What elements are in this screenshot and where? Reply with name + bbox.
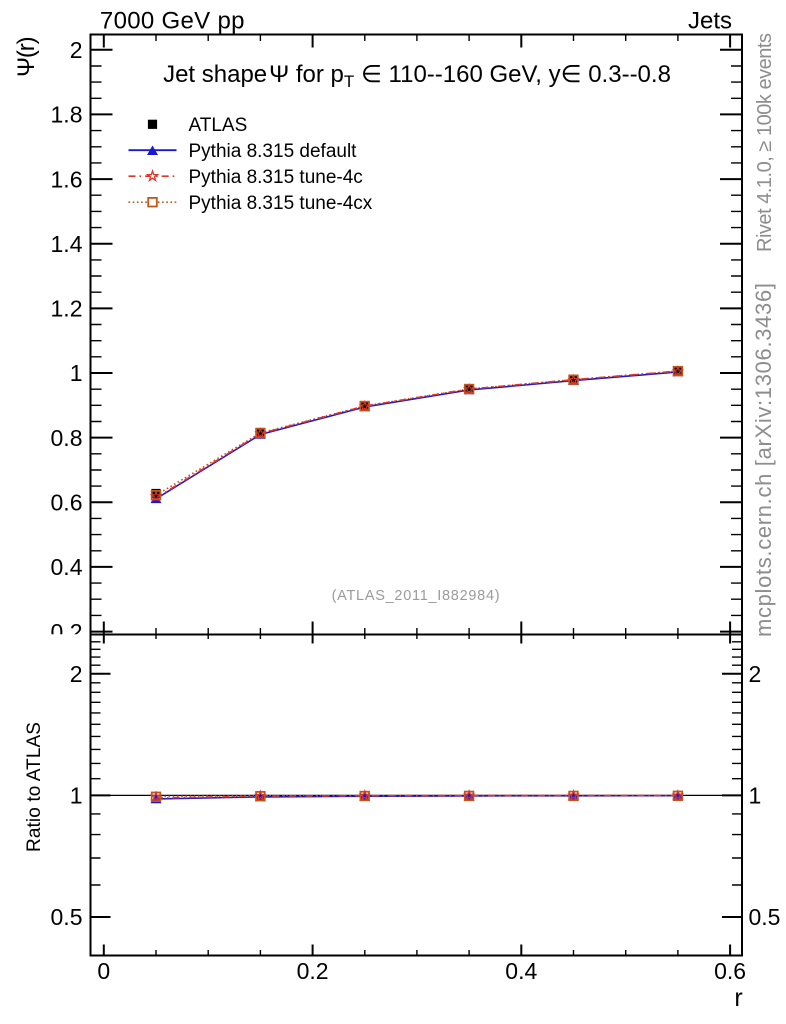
svg-text:1: 1 [70, 360, 83, 386]
svg-text:0.5: 0.5 [749, 904, 781, 930]
svg-text:mcplots.cern.ch [arXiv:1306.34: mcplots.cern.ch [arXiv:1306.3436] [751, 283, 776, 637]
svg-text:0: 0 [97, 958, 110, 984]
svg-text:Pythia 8.315 default: Pythia 8.315 default [189, 141, 358, 162]
svg-text:Jet shape Ψ for pT ∈ 110--160: Jet shape Ψ for pT ∈ 110--160 GeV, y∈ 0.… [163, 61, 671, 91]
svg-text:0.5: 0.5 [51, 904, 83, 930]
svg-text:Ψ(r): Ψ(r) [13, 36, 40, 77]
svg-text:1.6: 1.6 [51, 166, 83, 192]
svg-text:r: r [734, 984, 742, 1012]
svg-text:Ratio to ATLAS: Ratio to ATLAS [24, 722, 45, 852]
svg-text:0.2: 0.2 [51, 619, 83, 645]
svg-text:Pythia 8.315 tune-4cx: Pythia 8.315 tune-4cx [189, 193, 373, 214]
svg-text:0.2: 0.2 [297, 958, 329, 984]
svg-text:0.4: 0.4 [51, 554, 83, 580]
svg-text:ATLAS: ATLAS [189, 115, 248, 136]
svg-text:(ATLAS_2011_I882984): (ATLAS_2011_I882984) [332, 588, 500, 604]
svg-text:1.2: 1.2 [51, 296, 83, 322]
svg-text:Pythia 8.315 tune-4c: Pythia 8.315 tune-4c [189, 167, 363, 188]
svg-text:1: 1 [749, 783, 762, 809]
svg-text:2: 2 [749, 661, 762, 687]
svg-text:1.8: 1.8 [51, 102, 83, 128]
svg-text:1: 1 [70, 783, 83, 809]
svg-text:1.4: 1.4 [51, 231, 83, 257]
svg-text:2: 2 [70, 661, 83, 687]
svg-text:2: 2 [70, 37, 83, 63]
svg-text:0.6: 0.6 [714, 958, 746, 984]
svg-text:0.6: 0.6 [51, 490, 83, 516]
svg-text:0.8: 0.8 [51, 425, 83, 451]
svg-text:0.4: 0.4 [505, 958, 537, 984]
svg-text:Jets: Jets [688, 8, 732, 35]
svg-text:7000 GeV pp: 7000 GeV pp [100, 8, 245, 35]
svg-text:Rivet 4.1.0, ≥ 100k events: Rivet 4.1.0, ≥ 100k events [754, 33, 776, 252]
